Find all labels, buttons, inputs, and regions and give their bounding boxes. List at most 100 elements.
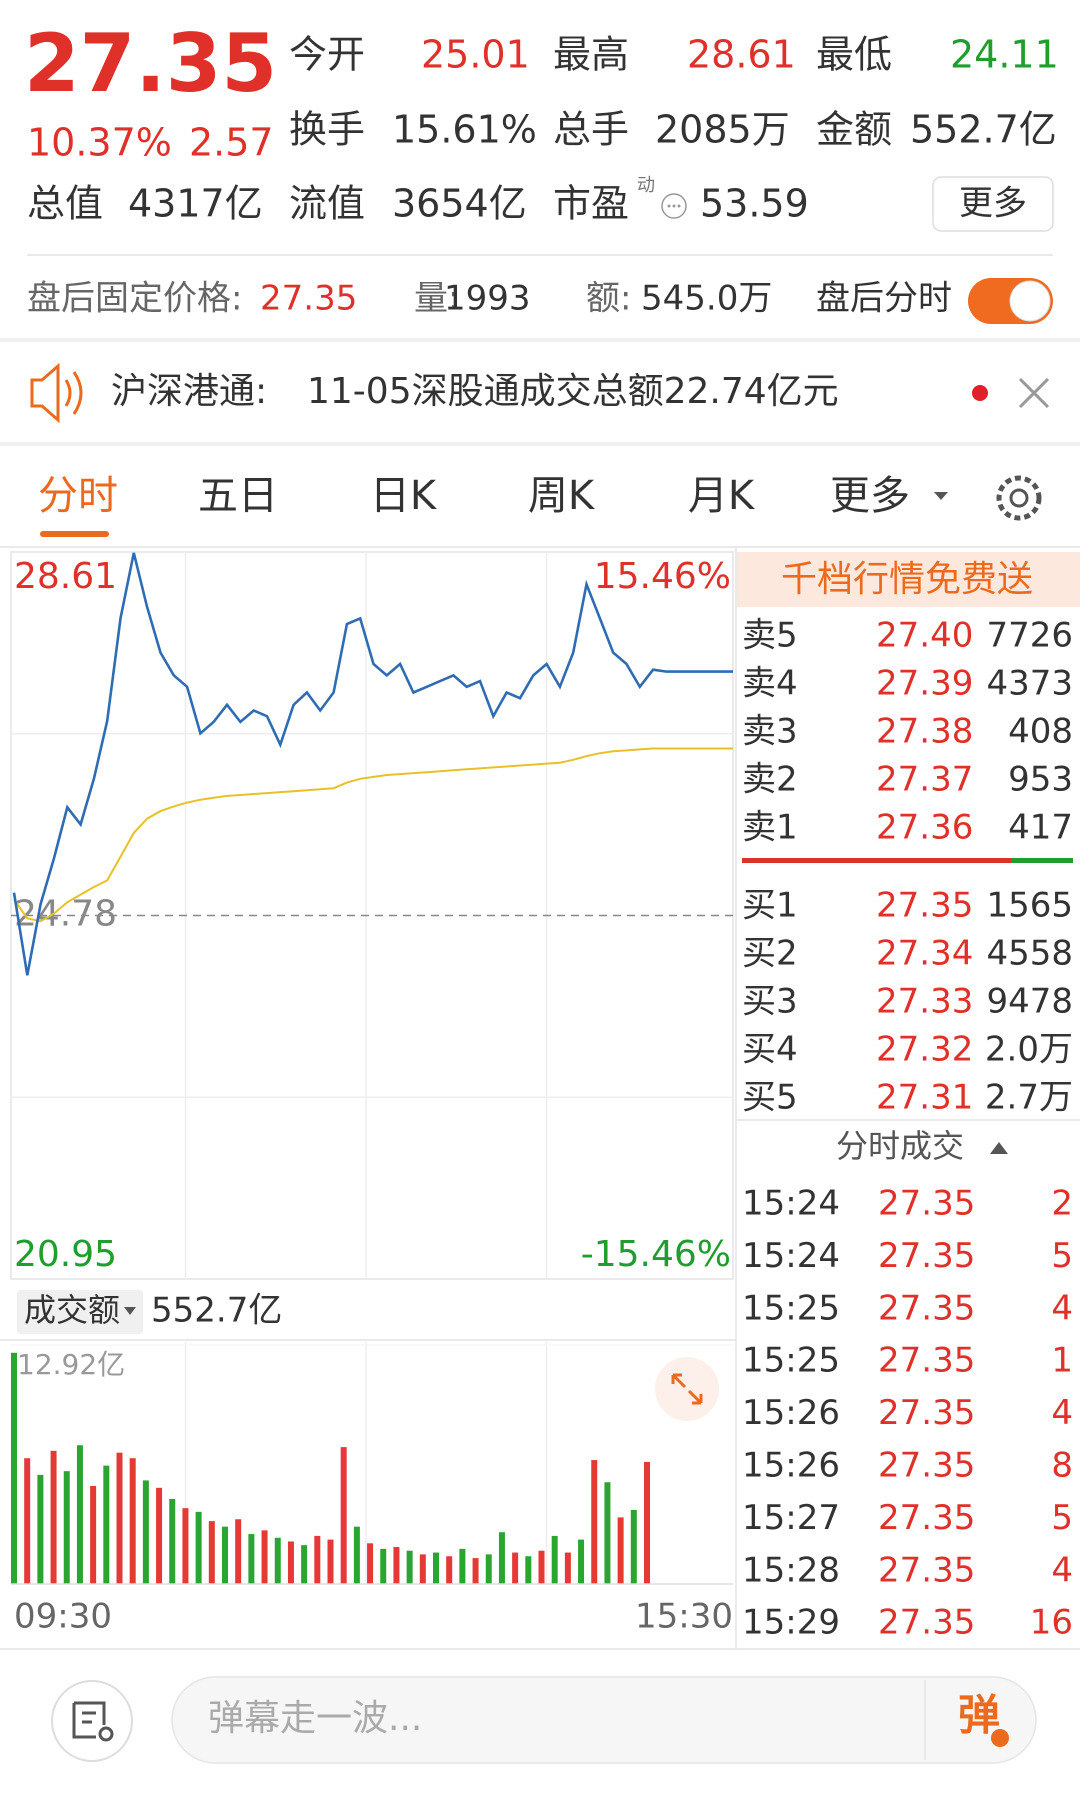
dropdown-arrow — [124, 1307, 136, 1315]
settings-icon[interactable] — [996, 475, 1042, 521]
trade-price: 27.35 — [878, 1498, 975, 1538]
trade-time: 15:25 — [742, 1288, 840, 1328]
volume-bar — [327, 1539, 334, 1584]
info-icon — [661, 193, 687, 219]
tab[interactable]: 月K — [688, 473, 756, 519]
tab[interactable]: 周K — [528, 473, 596, 519]
sort-arrow — [990, 1142, 1008, 1154]
trade-time: 15:25 — [742, 1341, 840, 1381]
after-hours-volume: 1993 — [444, 279, 531, 319]
notice-text: 11-05深股通成交总额22.74亿元 — [307, 371, 839, 412]
trade-price: 27.35 — [878, 1603, 975, 1643]
volume-bar — [419, 1554, 426, 1584]
volume-bar — [472, 1558, 479, 1584]
order-volume: 4558 — [986, 934, 1073, 974]
stat-value: 2085万 — [655, 108, 790, 152]
speaker-icon — [30, 362, 83, 424]
comment-placeholder[interactable]: 弹幕走一波... — [208, 1698, 422, 1739]
more-button[interactable] — [932, 176, 1054, 232]
trade-time: 15:28 — [742, 1550, 840, 1590]
promo-text[interactable]: 千档行情免费送 — [781, 559, 1033, 600]
order-label: 买3 — [742, 982, 798, 1022]
pressure-bar-sell — [742, 858, 1011, 863]
danmaku-button[interactable]: 弹 — [958, 1691, 1000, 1740]
pressure-bar-buy — [1011, 858, 1073, 863]
tab[interactable]: 分时 — [38, 473, 118, 519]
trade-volume: 16 — [1030, 1603, 1073, 1643]
volume-bar — [446, 1556, 453, 1584]
tab[interactable]: 日K — [370, 473, 438, 519]
order-price: 27.32 — [876, 1030, 973, 1070]
last-price: 27.35 — [24, 17, 277, 110]
stat-value: 24.11 — [950, 33, 1059, 77]
order-price: 27.34 — [876, 934, 973, 974]
trades-title: 分时成交 — [836, 1127, 964, 1165]
order-price: 27.36 — [876, 808, 973, 848]
after-hours-label: 盘后固定价格: — [27, 279, 242, 319]
order-volume: 2.7万 — [985, 1078, 1073, 1118]
stat-value: 25.01 — [421, 33, 530, 77]
volume-bar — [63, 1471, 70, 1584]
trade-volume: 8 — [1051, 1446, 1073, 1486]
stat-label: 总手 — [553, 108, 629, 152]
volume-bar — [208, 1521, 215, 1584]
y2-tick-label: 15.46% — [594, 556, 731, 597]
more-button-label[interactable]: 更多 — [959, 184, 1027, 224]
order-label: 卖5 — [742, 616, 798, 656]
volume-bar — [564, 1552, 571, 1584]
volume-bar — [287, 1541, 294, 1584]
y-tick-label: 28.61 — [14, 556, 117, 597]
x-tick-label: 09:30 — [14, 1597, 112, 1637]
comment-icon — [72, 1701, 106, 1739]
trade-price: 27.35 — [878, 1288, 975, 1328]
volume-title: 成交额 — [24, 1291, 120, 1329]
trade-time: 15:24 — [742, 1236, 840, 1276]
order-label: 卖2 — [742, 760, 798, 800]
volume-bar — [630, 1510, 637, 1584]
x-tick-label: 15:30 — [635, 1597, 733, 1637]
volume-bar — [380, 1548, 387, 1584]
close-icon[interactable] — [1018, 377, 1050, 409]
tab[interactable]: 五日 — [198, 473, 278, 519]
stat-label: 换手 — [289, 108, 365, 152]
trade-price: 27.35 — [878, 1446, 975, 1486]
order-volume: 9478 — [986, 982, 1073, 1022]
order-label: 卖3 — [742, 712, 798, 752]
trade-price: 27.35 — [878, 1184, 975, 1224]
trade-volume: 4 — [1051, 1288, 1073, 1328]
stat-label: 金额 — [816, 108, 892, 152]
dropdown-arrow — [934, 492, 948, 500]
volume-bar — [525, 1556, 532, 1584]
volume-bar — [261, 1530, 268, 1584]
info-icon-dot — [667, 204, 671, 208]
after-hours-amount: 545.0万 — [641, 279, 772, 319]
volume-bar — [512, 1552, 519, 1584]
volume-bar — [314, 1535, 321, 1584]
order-label: 买4 — [742, 1030, 798, 1070]
order-label: 买2 — [742, 934, 798, 974]
volume-bar — [301, 1545, 308, 1584]
order-volume: 2.0万 — [985, 1030, 1073, 1070]
change: 2.57 — [189, 121, 274, 165]
notice-source: 沪深港通: — [111, 371, 267, 412]
order-volume: 1565 — [986, 886, 1073, 926]
volume-bar — [222, 1526, 228, 1584]
volume-bar — [406, 1550, 413, 1584]
order-volume: 7726 — [986, 616, 1073, 656]
order-volume: 408 — [1008, 712, 1073, 752]
order-label: 买5 — [742, 1078, 798, 1118]
tab[interactable]: 更多 — [830, 473, 910, 519]
volume-bar — [248, 1534, 255, 1584]
settings-icon-hole — [1009, 488, 1029, 508]
comment-input[interactable] — [171, 1676, 1037, 1764]
volume-bar — [274, 1537, 281, 1584]
y-tick-label: 20.95 — [14, 1234, 117, 1275]
y2-tick-label: -15.46% — [581, 1234, 731, 1275]
volume-total: 552.7亿 — [151, 1291, 282, 1331]
volume-bar — [235, 1519, 242, 1584]
promo-banner[interactable] — [737, 552, 1080, 607]
order-price: 27.40 — [876, 616, 973, 656]
trade-price: 27.35 — [878, 1341, 975, 1381]
expand-button[interactable] — [655, 1357, 719, 1421]
